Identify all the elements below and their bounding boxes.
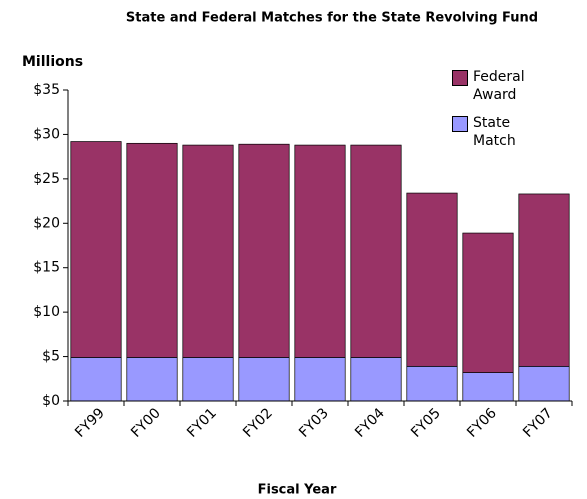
y-tick-label: $20 — [33, 215, 60, 231]
legend-label: Federal Award — [473, 69, 525, 103]
bar-segment — [182, 144, 234, 358]
bar-segment — [406, 365, 458, 402]
bar-segment — [518, 193, 570, 367]
bar-segment — [238, 357, 290, 402]
x-tick-label: FY00 — [128, 405, 164, 441]
x-tick-label: FY99 — [72, 405, 108, 441]
y-tick-label: $25 — [33, 171, 60, 187]
x-tick-label: FY01 — [184, 405, 220, 441]
bar-segment — [182, 357, 234, 402]
legend: Federal Award State Match — [452, 68, 582, 160]
legend-swatch — [452, 116, 468, 132]
y-axis-label: Millions — [22, 54, 83, 70]
bar-segment — [462, 372, 514, 402]
bar-segment — [462, 232, 514, 373]
y-tick-label: $10 — [33, 304, 60, 320]
y-tick-label: $35 — [33, 82, 60, 98]
bar-segment — [294, 357, 346, 402]
bar-segment — [70, 357, 122, 402]
legend-item: State Match — [452, 114, 582, 150]
bar-segment — [350, 357, 402, 402]
bar-segment — [238, 143, 290, 358]
bar-segment — [406, 192, 458, 367]
x-tick-label: FY03 — [296, 405, 332, 441]
y-tick-label: $5 — [42, 349, 60, 365]
bar-segment — [126, 142, 178, 358]
chart-title: State and Federal Matches for the State … — [126, 11, 538, 26]
y-tick-label: $15 — [33, 260, 60, 276]
bar-segment — [350, 144, 402, 358]
bar-segment — [518, 365, 570, 402]
x-tick-label: FY07 — [520, 405, 556, 441]
bar-segment — [70, 141, 122, 358]
x-tick-label: FY06 — [464, 405, 500, 441]
y-tick-label: $0 — [42, 393, 60, 409]
legend-item: Federal Award — [452, 68, 582, 104]
bar-segment — [126, 357, 178, 402]
bar-segment — [294, 144, 346, 358]
legend-label: State Match — [473, 115, 516, 149]
x-tick-label: FY05 — [408, 405, 444, 441]
y-tick-label: $30 — [33, 126, 60, 142]
legend-swatch — [452, 70, 468, 86]
x-tick-label: FY04 — [352, 405, 388, 441]
x-axis-label: Fiscal Year — [258, 483, 337, 498]
x-tick-label: FY02 — [240, 405, 276, 441]
